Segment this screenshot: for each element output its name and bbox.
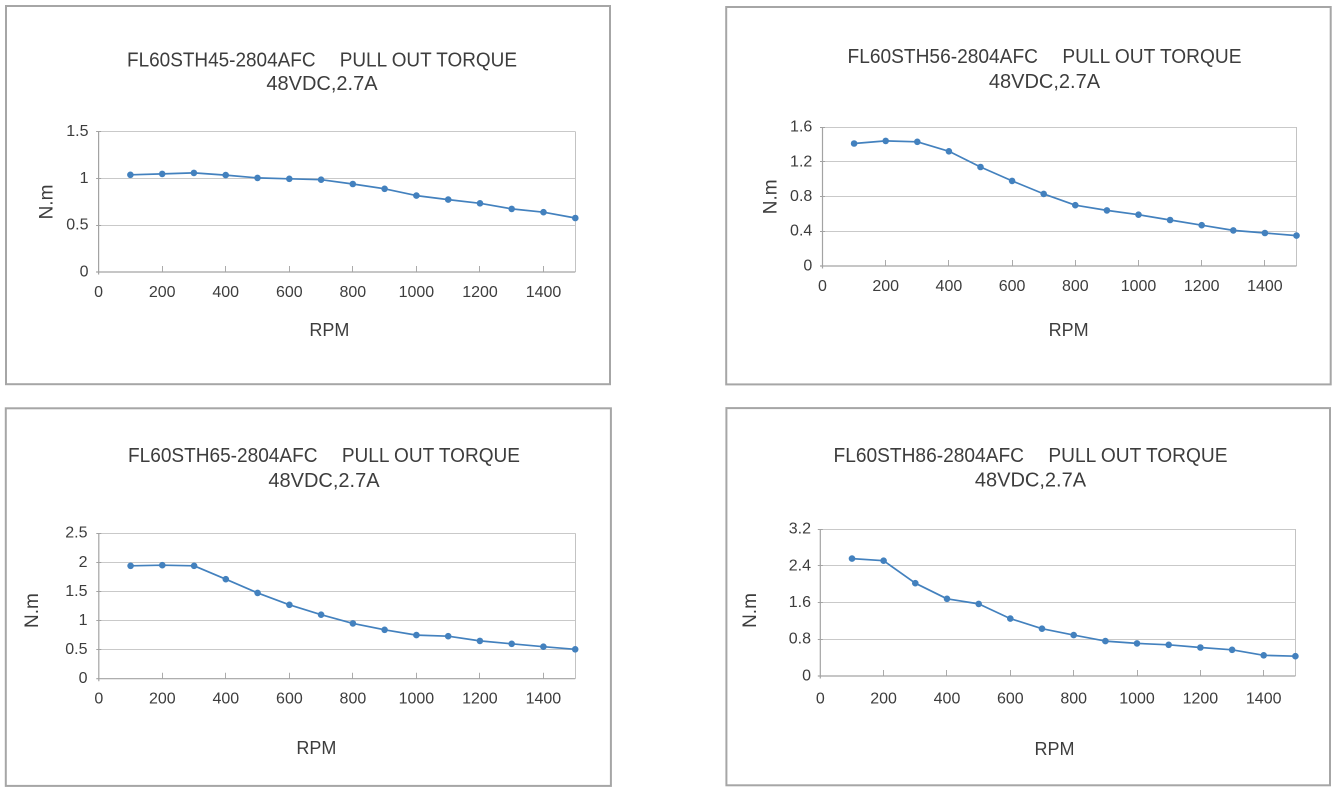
svg-text:0.4: 0.4 [790, 223, 812, 240]
svg-text:200: 200 [872, 278, 899, 295]
svg-text:0: 0 [94, 691, 103, 708]
svg-text:0: 0 [94, 284, 103, 301]
svg-text:200: 200 [149, 691, 176, 708]
svg-text:48VDC,2.7A: 48VDC,2.7A [989, 71, 1101, 93]
svg-text:48VDC,2.7A: 48VDC,2.7A [975, 470, 1087, 492]
svg-text:RPM: RPM [1049, 320, 1089, 340]
svg-text:800: 800 [1062, 278, 1089, 295]
svg-text:200: 200 [149, 284, 176, 301]
svg-text:FL60STH86-2804AFC PULL OUT T: FL60STH86-2804AFC PULL OUT TORQUE [834, 445, 1228, 467]
svg-text:800: 800 [339, 284, 366, 301]
svg-text:600: 600 [276, 691, 303, 708]
svg-text:RPM: RPM [309, 320, 349, 340]
svg-text:48VDC,2.7A: 48VDC,2.7A [268, 470, 380, 492]
svg-text:1.2: 1.2 [790, 153, 812, 170]
svg-text:2: 2 [79, 554, 88, 571]
svg-text:N.m: N.m [760, 179, 781, 214]
svg-text:1.6: 1.6 [790, 119, 812, 136]
svg-text:400: 400 [934, 691, 961, 708]
svg-text:1000: 1000 [1119, 691, 1155, 708]
svg-text:400: 400 [212, 691, 239, 708]
svg-text:1.5: 1.5 [66, 123, 88, 140]
svg-text:1200: 1200 [462, 691, 498, 708]
svg-text:0: 0 [818, 278, 827, 295]
svg-text:FL60STH65-2804AFC PULL OUT T: FL60STH65-2804AFC PULL OUT TORQUE [128, 445, 520, 467]
svg-text:800: 800 [1060, 691, 1087, 708]
svg-text:0: 0 [803, 258, 812, 275]
svg-text:2.5: 2.5 [65, 525, 87, 542]
svg-text:0.5: 0.5 [65, 641, 87, 658]
svg-text:1200: 1200 [1184, 278, 1220, 295]
svg-text:1: 1 [80, 170, 89, 187]
svg-text:0.8: 0.8 [790, 188, 812, 205]
svg-text:1: 1 [79, 612, 88, 629]
svg-text:0.5: 0.5 [66, 217, 88, 234]
svg-text:400: 400 [936, 278, 963, 295]
svg-text:600: 600 [276, 284, 303, 301]
svg-text:1000: 1000 [399, 284, 435, 301]
svg-text:600: 600 [999, 278, 1026, 295]
svg-text:FL60STH56-2804AFC PULL OUT T: FL60STH56-2804AFC PULL OUT TORQUE [848, 46, 1242, 68]
svg-text:1400: 1400 [526, 284, 562, 301]
svg-text:0.8: 0.8 [789, 631, 811, 648]
svg-text:48VDC,2.7A: 48VDC,2.7A [266, 73, 378, 95]
svg-text:1400: 1400 [526, 691, 562, 708]
svg-text:1000: 1000 [399, 691, 435, 708]
svg-text:400: 400 [212, 284, 239, 301]
svg-text:1000: 1000 [1121, 278, 1157, 295]
svg-text:200: 200 [870, 691, 897, 708]
svg-text:0: 0 [816, 691, 825, 708]
svg-text:800: 800 [340, 691, 367, 708]
svg-text:3.2: 3.2 [789, 521, 811, 538]
svg-text:RPM: RPM [296, 738, 336, 758]
svg-text:2.4: 2.4 [789, 557, 811, 574]
svg-text:1.5: 1.5 [65, 583, 87, 600]
svg-text:0: 0 [80, 264, 89, 281]
svg-text:1400: 1400 [1247, 278, 1283, 295]
svg-text:FL60STH45-2804AFC PULL OUT T: FL60STH45-2804AFC PULL OUT TORQUE [127, 49, 517, 71]
svg-text:N.m: N.m [37, 185, 58, 220]
svg-text:N.m: N.m [740, 593, 761, 628]
svg-text:1400: 1400 [1246, 691, 1282, 708]
svg-text:600: 600 [997, 691, 1024, 708]
svg-text:N.m: N.m [22, 593, 43, 628]
svg-text:0: 0 [802, 668, 811, 685]
svg-text:1200: 1200 [1183, 691, 1219, 708]
svg-text:RPM: RPM [1035, 739, 1075, 759]
svg-text:1200: 1200 [462, 284, 498, 301]
svg-text:0: 0 [79, 670, 88, 687]
svg-text:1.6: 1.6 [789, 594, 811, 611]
